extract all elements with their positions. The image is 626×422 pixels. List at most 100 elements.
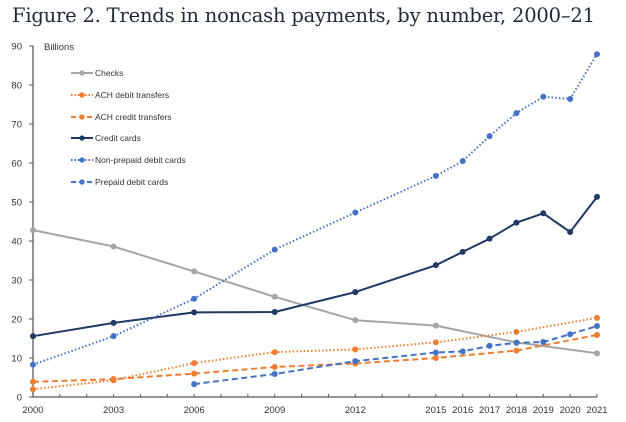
data-point bbox=[271, 349, 278, 356]
data-point bbox=[459, 248, 466, 255]
y-tick-label: 40 bbox=[11, 237, 22, 248]
legend-label: ACH debit transfers bbox=[95, 90, 169, 100]
data-point bbox=[271, 370, 278, 377]
data-point bbox=[30, 378, 36, 385]
data-point bbox=[513, 110, 520, 117]
y-tick-label: 90 bbox=[11, 42, 22, 53]
data-point bbox=[191, 360, 198, 367]
x-tick-label: 2019 bbox=[533, 405, 554, 416]
data-point bbox=[567, 331, 574, 338]
data-point bbox=[594, 350, 600, 357]
legend-marker bbox=[79, 92, 85, 98]
x-tick-label: 2006 bbox=[184, 405, 205, 416]
x-tick-label: 2017 bbox=[479, 405, 500, 416]
series-line bbox=[32, 53, 598, 366]
data-point bbox=[191, 381, 198, 388]
data-point bbox=[513, 328, 520, 335]
data-point bbox=[271, 246, 278, 253]
legend-label: Non-prepaid debit cards bbox=[95, 155, 186, 165]
series-line bbox=[32, 229, 598, 355]
data-point bbox=[352, 346, 359, 353]
series-line bbox=[193, 325, 598, 386]
data-point bbox=[459, 158, 466, 165]
data-point bbox=[110, 333, 117, 340]
data-point bbox=[594, 193, 600, 200]
data-point bbox=[352, 289, 359, 296]
series-line bbox=[32, 316, 598, 391]
x-tick-label: 2012 bbox=[345, 405, 366, 416]
data-point bbox=[513, 339, 520, 346]
data-point bbox=[191, 295, 198, 302]
y-tick-label: 50 bbox=[11, 198, 22, 209]
data-point bbox=[513, 219, 520, 226]
data-point bbox=[540, 210, 547, 217]
chart-title: Figure 2. Trends in noncash payments, by… bbox=[12, 4, 595, 27]
data-point bbox=[459, 348, 466, 355]
data-point bbox=[432, 349, 439, 356]
data-point bbox=[271, 363, 278, 370]
y-tick-label: 30 bbox=[11, 276, 22, 287]
legend-label: Credit cards bbox=[95, 133, 141, 143]
data-point bbox=[30, 386, 36, 393]
x-tick-label: 2016 bbox=[452, 405, 473, 416]
legend-item: Prepaid debit cards bbox=[71, 177, 168, 187]
data-point bbox=[271, 293, 278, 300]
legend-item: Credit cards bbox=[71, 133, 141, 143]
data-point bbox=[567, 229, 574, 236]
series-checks bbox=[30, 227, 600, 357]
data-point bbox=[486, 235, 493, 242]
legend-label: ACH credit transfers bbox=[95, 112, 172, 122]
data-point bbox=[432, 262, 439, 269]
data-point bbox=[110, 376, 117, 383]
series-line bbox=[32, 196, 598, 338]
x-tick-label: 2018 bbox=[506, 405, 527, 416]
data-point bbox=[352, 317, 359, 324]
y-tick-label: 60 bbox=[11, 159, 22, 170]
series-layer bbox=[30, 51, 600, 393]
data-point bbox=[30, 333, 36, 340]
y-axis-label: Billions bbox=[44, 42, 74, 53]
y-tick-label: 0 bbox=[17, 393, 22, 404]
data-point bbox=[594, 331, 600, 338]
x-tick-label: 2003 bbox=[103, 405, 124, 416]
legend-item: Checks bbox=[71, 68, 123, 78]
data-point bbox=[567, 96, 574, 103]
data-point bbox=[540, 339, 547, 346]
data-point bbox=[271, 308, 278, 315]
axes: 0 10 20 30 40 50 60 70 80 90 Billions 2000 2003 2006 2… bbox=[11, 42, 607, 417]
data-point bbox=[486, 342, 493, 349]
x-tick-label: 2009 bbox=[264, 405, 285, 416]
legend-marker bbox=[79, 179, 85, 185]
legend-item: ACH debit transfers bbox=[71, 90, 169, 100]
data-point bbox=[513, 347, 520, 354]
legend-item: ACH credit transfers bbox=[71, 112, 172, 122]
y-tick-label: 80 bbox=[11, 81, 22, 92]
data-point bbox=[30, 227, 36, 234]
y-tick-label: 20 bbox=[11, 315, 22, 326]
data-point bbox=[110, 243, 117, 250]
legend-item: Non-prepaid debit cards bbox=[71, 155, 186, 165]
data-point bbox=[191, 370, 198, 377]
series-ach-credit-transfers bbox=[30, 331, 600, 385]
data-point bbox=[486, 133, 493, 140]
x-tick-label: 2021 bbox=[586, 405, 607, 416]
data-point bbox=[432, 355, 439, 361]
data-point bbox=[110, 319, 117, 326]
data-point bbox=[432, 322, 439, 329]
series-prepaid-debit-cards bbox=[191, 323, 600, 388]
x-tick-label: 2015 bbox=[425, 405, 446, 416]
legend-marker bbox=[79, 114, 85, 120]
legend-label: Checks bbox=[95, 68, 123, 78]
data-point bbox=[594, 323, 600, 330]
legend-marker bbox=[79, 157, 85, 163]
data-point bbox=[540, 93, 547, 100]
data-point bbox=[594, 314, 600, 321]
legend-marker bbox=[79, 135, 85, 141]
data-point bbox=[30, 361, 36, 368]
series-line bbox=[32, 334, 598, 383]
data-point bbox=[191, 309, 198, 316]
y-tick-label: 70 bbox=[11, 120, 22, 131]
x-tick-label: 2020 bbox=[560, 405, 581, 416]
data-point bbox=[352, 209, 359, 216]
